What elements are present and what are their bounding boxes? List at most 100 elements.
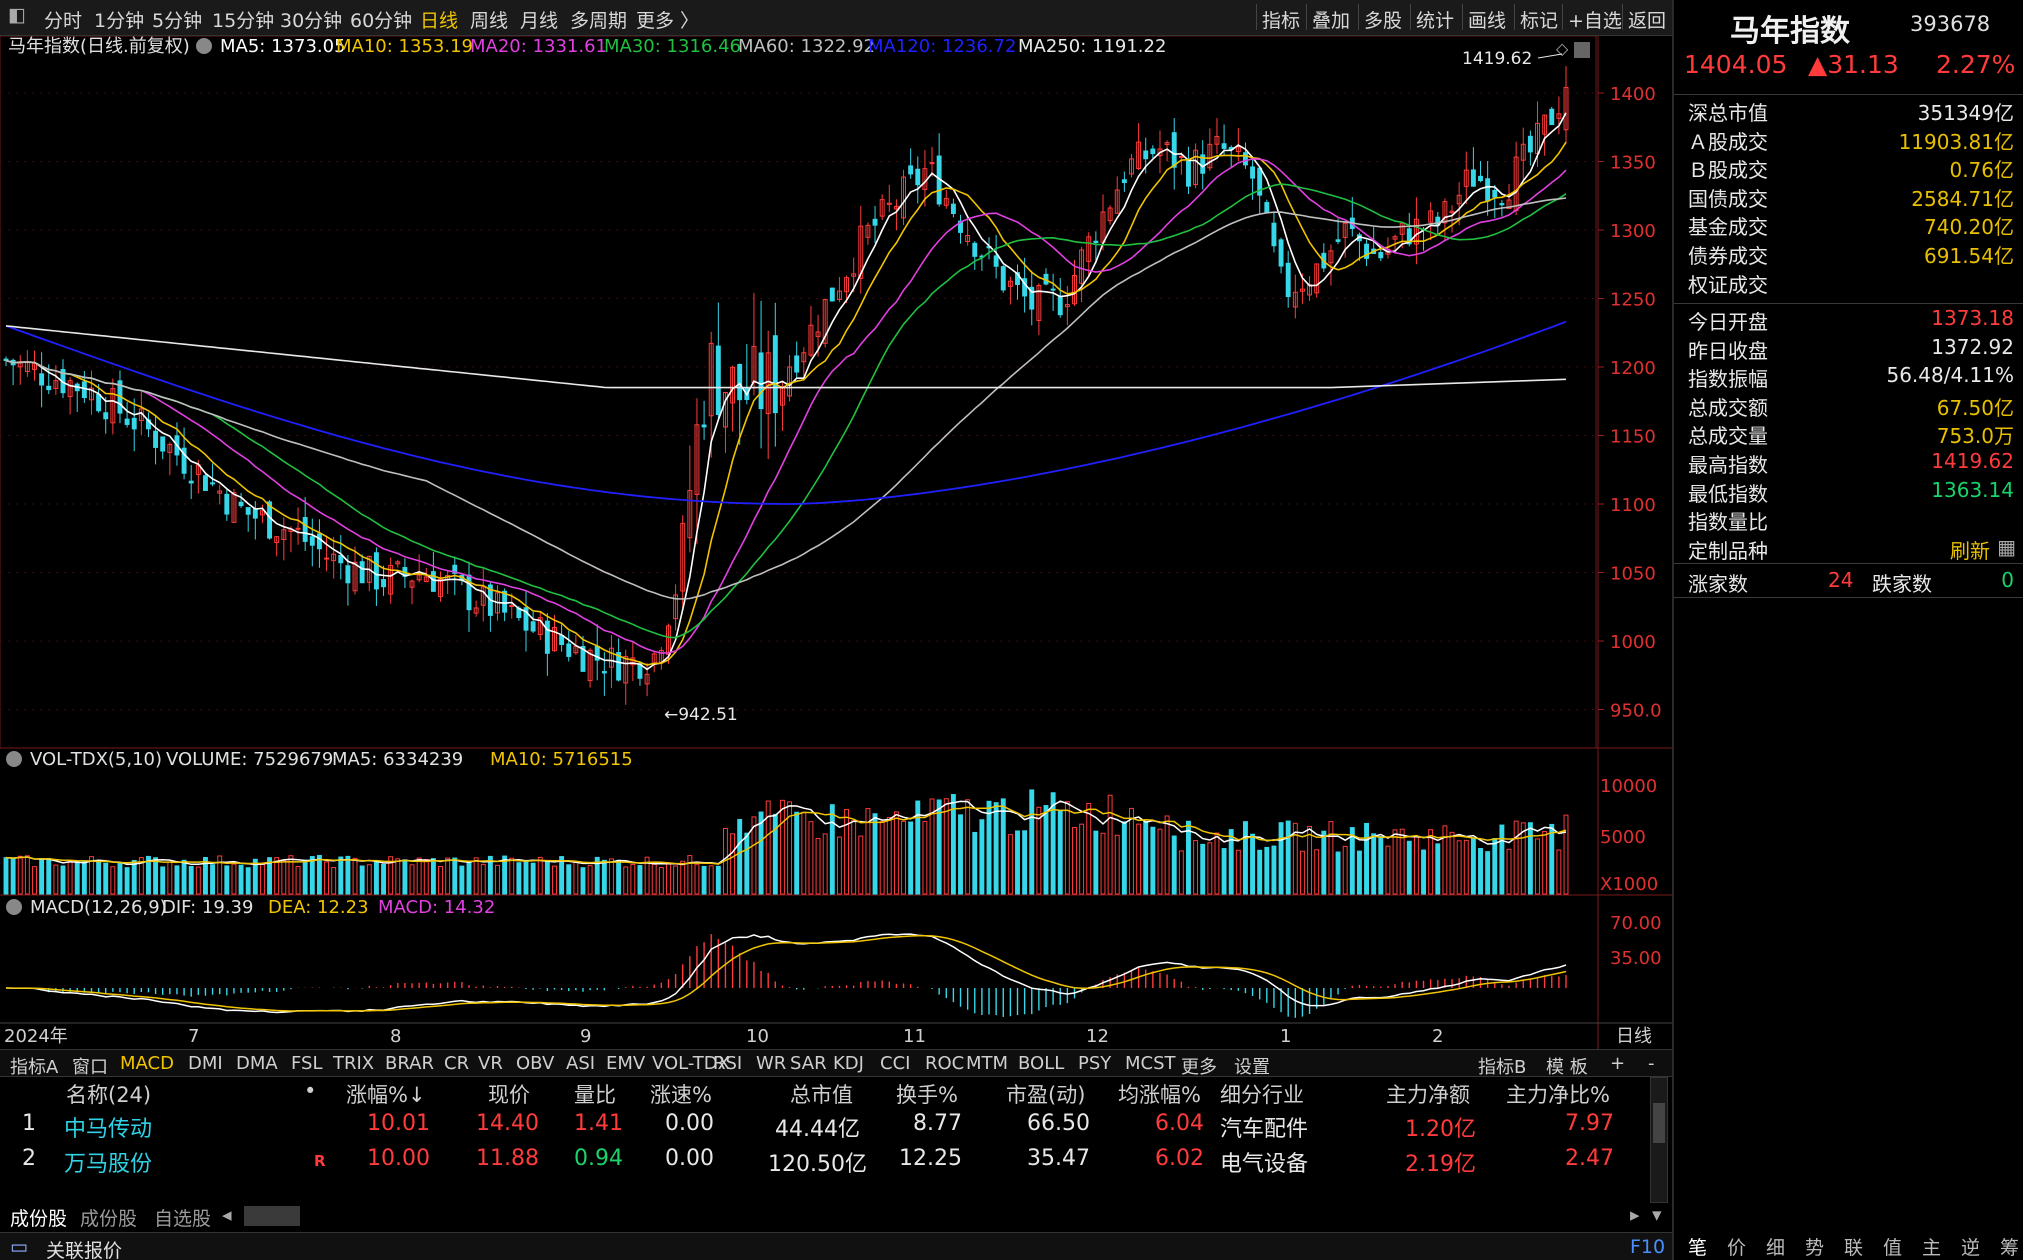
bottom-tab-2[interactable]: 自选股 xyxy=(154,1208,212,1230)
tool-button-6[interactable]: +自选 xyxy=(1568,10,1622,32)
ma-settings-icon[interactable] xyxy=(196,38,212,54)
table-row[interactable]: 1 中马传动 10.01 14.40 1.41 0.00 44.44亿 8.77 66.50 6.… xyxy=(0,1111,1640,1143)
indicator-tab-21[interactable]: BOLL xyxy=(1018,1053,1065,1074)
table-row[interactable]: 2 万马股份 R 10.00 11.88 0.94 0.00 120.50亿 12.25 35.4… xyxy=(0,1146,1640,1178)
table-header-10[interactable]: 细分行业 xyxy=(1220,1083,1304,1107)
vol-settings-icon[interactable] xyxy=(6,751,22,767)
indicator-tab-23[interactable]: MCST xyxy=(1125,1053,1176,1074)
period-tab-2[interactable]: 5分钟 xyxy=(152,10,203,32)
indicator-tab-0[interactable]: 指标A xyxy=(10,1057,59,1078)
table-header-12[interactable]: 主力净比% xyxy=(1506,1083,1610,1107)
stock-name[interactable]: 中马传动 xyxy=(64,1117,153,1142)
indicator-tab-12[interactable]: EMV xyxy=(606,1053,646,1074)
tool-button-4[interactable]: 画线 xyxy=(1468,10,1507,32)
period-tab-9[interactable]: 多周期 xyxy=(570,10,628,32)
scroll-right-icon[interactable]: ▸ xyxy=(1630,1204,1640,1226)
indicator-tab-18[interactable]: CCI xyxy=(880,1053,911,1074)
table-header-0[interactable]: 名称(24) xyxy=(66,1083,152,1107)
tool-button-7[interactable]: 返回 xyxy=(1628,10,1667,32)
indicator-tab-8[interactable]: CR xyxy=(444,1053,470,1074)
table-header-11[interactable]: 主力净额 xyxy=(1386,1083,1470,1107)
period-tab-7[interactable]: 周线 xyxy=(470,10,509,32)
indicator-tab-19[interactable]: ROC xyxy=(925,1053,965,1074)
indicator-tab-15[interactable]: WR xyxy=(756,1053,787,1074)
tool-button-1[interactable]: 叠加 xyxy=(1312,10,1351,32)
candle-body xyxy=(1378,252,1384,259)
period-tab-4[interactable]: 30分钟 xyxy=(280,10,343,32)
indicator-tab-25[interactable]: 设置 xyxy=(1234,1057,1270,1078)
detail-tab-4[interactable]: 联 xyxy=(1844,1237,1864,1259)
indicator-tab-16[interactable]: SAR xyxy=(790,1053,827,1074)
table-header-6[interactable]: 总市值 xyxy=(790,1083,853,1107)
indicator-tab-14[interactable]: RSI xyxy=(713,1053,743,1074)
detail-tab-6[interactable]: 主 xyxy=(1922,1237,1942,1259)
period-tab-5[interactable]: 60分钟 xyxy=(350,10,413,32)
detail-tab-0[interactable]: 笔 xyxy=(1688,1237,1708,1259)
indicator-tab-13[interactable]: VOL-TDX xyxy=(652,1053,730,1074)
period-tab-10[interactable]: 更多 〉 xyxy=(636,10,700,32)
bottom-tab-1[interactable]: 成份股 xyxy=(80,1208,138,1230)
kline-chart[interactable]: 1400 1350 1300 1250 1200 1150 1100 1050 1000 950.… xyxy=(0,36,1672,1049)
macd-settings-icon[interactable] xyxy=(6,899,22,915)
indicator-tab-11[interactable]: ASI xyxy=(566,1053,596,1074)
indicator-tab-7[interactable]: BRAR xyxy=(385,1053,434,1074)
scroll-down-icon[interactable]: ▾ xyxy=(1652,1204,1662,1226)
candle-body xyxy=(644,673,650,685)
tool-button-0[interactable]: 指标 xyxy=(1262,10,1301,32)
indicator-tab-2[interactable]: MACD xyxy=(120,1053,174,1074)
table-header-4[interactable]: 量比 xyxy=(574,1083,616,1107)
table-header-7[interactable]: 换手% xyxy=(896,1083,958,1107)
indicator-tab-5[interactable]: FSL xyxy=(291,1053,323,1074)
period-tab-6[interactable]: 日线 xyxy=(420,10,459,32)
stock-name[interactable]: 万马股份 xyxy=(64,1152,153,1177)
detail-tab-8[interactable]: 筹 xyxy=(2000,1237,2020,1259)
detail-tab-1[interactable]: 价 xyxy=(1727,1237,1747,1259)
window-icon[interactable]: ▭ xyxy=(10,1236,28,1258)
table-scroll-thumb[interactable] xyxy=(1653,1103,1665,1143)
period-tab-8[interactable]: 月线 xyxy=(520,10,559,32)
related-quote-label[interactable]: 关联报价 xyxy=(46,1240,123,1260)
tool-button-2[interactable]: 多股 xyxy=(1364,10,1403,32)
horizontal-scroll-thumb[interactable] xyxy=(244,1206,300,1226)
tool-button-3[interactable]: 统计 xyxy=(1416,10,1455,32)
f10-button[interactable]: F10 xyxy=(1630,1236,1666,1258)
scroll-left-icon[interactable]: ◂ xyxy=(222,1204,232,1226)
indicator-tab-1[interactable]: 窗口 xyxy=(72,1057,108,1078)
indicator-tab-4[interactable]: DMA xyxy=(236,1053,278,1074)
table-header-8[interactable]: 市盈(动) xyxy=(1006,1083,1086,1107)
sidebar-toggle-icon[interactable]: ◧ xyxy=(8,4,26,26)
indicator-right-tab-2[interactable]: + xyxy=(1610,1053,1626,1074)
up-count-label: 涨家数 xyxy=(1688,572,1748,596)
info-key: 债券成交 xyxy=(1688,244,1768,268)
info-value[interactable]: 刷新 xyxy=(1950,538,1990,563)
indicator-right-tab-0[interactable]: 指标B xyxy=(1478,1057,1527,1078)
detail-tab-7[interactable]: 逆 xyxy=(1961,1237,1981,1259)
period-tab-0[interactable]: 分时 xyxy=(44,10,83,32)
diamond-icon[interactable]: ◇ xyxy=(1556,39,1569,58)
table-header-5[interactable]: 涨速% xyxy=(650,1083,712,1107)
indicator-tab-3[interactable]: DMI xyxy=(188,1053,223,1074)
table-header-2[interactable]: 涨幅%↓ xyxy=(346,1083,426,1107)
panel-toggle-icon[interactable] xyxy=(1574,42,1590,58)
period-tab-3[interactable]: 15分钟 xyxy=(212,10,275,32)
grid-icon[interactable]: ▦ xyxy=(1997,534,2016,559)
indicator-right-tab-1[interactable]: 模 板 xyxy=(1546,1057,1588,1078)
table-header-1[interactable]: • xyxy=(304,1079,317,1103)
detail-tab-3[interactable]: 势 xyxy=(1805,1237,1825,1259)
table-header-9[interactable]: 均涨幅% xyxy=(1118,1083,1201,1107)
indicator-tab-9[interactable]: VR xyxy=(478,1053,503,1074)
table-header-3[interactable]: 现价 xyxy=(488,1083,530,1107)
indicator-tab-17[interactable]: KDJ xyxy=(833,1053,864,1074)
period-tab-1[interactable]: 1分钟 xyxy=(94,10,145,32)
indicator-tab-20[interactable]: MTM xyxy=(966,1053,1009,1074)
indicator-tab-24[interactable]: 更多 xyxy=(1181,1057,1217,1078)
volume-bar xyxy=(765,800,771,895)
indicator-right-tab-3[interactable]: - xyxy=(1648,1053,1655,1074)
bottom-tab-0[interactable]: 成份股 xyxy=(10,1208,68,1230)
tool-button-5[interactable]: 标记 xyxy=(1520,10,1559,32)
indicator-tab-6[interactable]: TRIX xyxy=(333,1053,375,1074)
detail-tab-5[interactable]: 值 xyxy=(1883,1237,1903,1259)
detail-tab-2[interactable]: 细 xyxy=(1766,1237,1786,1259)
indicator-tab-10[interactable]: OBV xyxy=(516,1053,555,1074)
indicator-tab-22[interactable]: PSY xyxy=(1078,1053,1112,1074)
